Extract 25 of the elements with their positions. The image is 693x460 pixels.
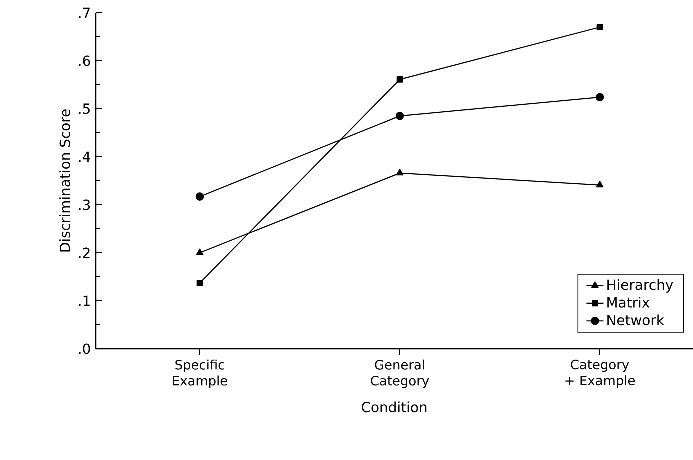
point: [596, 181, 604, 188]
y-tick-label: .6: [79, 56, 90, 66]
point: [596, 24, 604, 31]
legend-label: Network: [608, 314, 664, 326]
y-tick-label: .1: [79, 296, 90, 306]
point: [396, 112, 404, 120]
point: [396, 76, 404, 83]
point: [596, 93, 604, 102]
x-tick-label: General Category: [371, 360, 430, 388]
y-tick-label: .2: [79, 248, 90, 258]
point: [396, 169, 404, 176]
x-tick-label: Specific Example: [173, 360, 228, 388]
x-tick-label: Category + Example: [566, 360, 636, 388]
y-tick-label: .3: [79, 200, 90, 210]
y-tick-label: .5: [79, 104, 90, 114]
y-axis-title: Discrimination Score: [60, 110, 70, 252]
point: [196, 192, 204, 201]
legend-label: Hierarchy: [608, 279, 674, 293]
y-tick-label: .7: [79, 8, 90, 18]
y-tick-label: .4: [79, 152, 90, 162]
legend-label: Matrix: [608, 297, 650, 308]
x-axis-title: Condition: [362, 402, 427, 413]
point: [196, 248, 204, 256]
point: [196, 280, 204, 286]
y-tick-label: .0: [79, 344, 90, 354]
